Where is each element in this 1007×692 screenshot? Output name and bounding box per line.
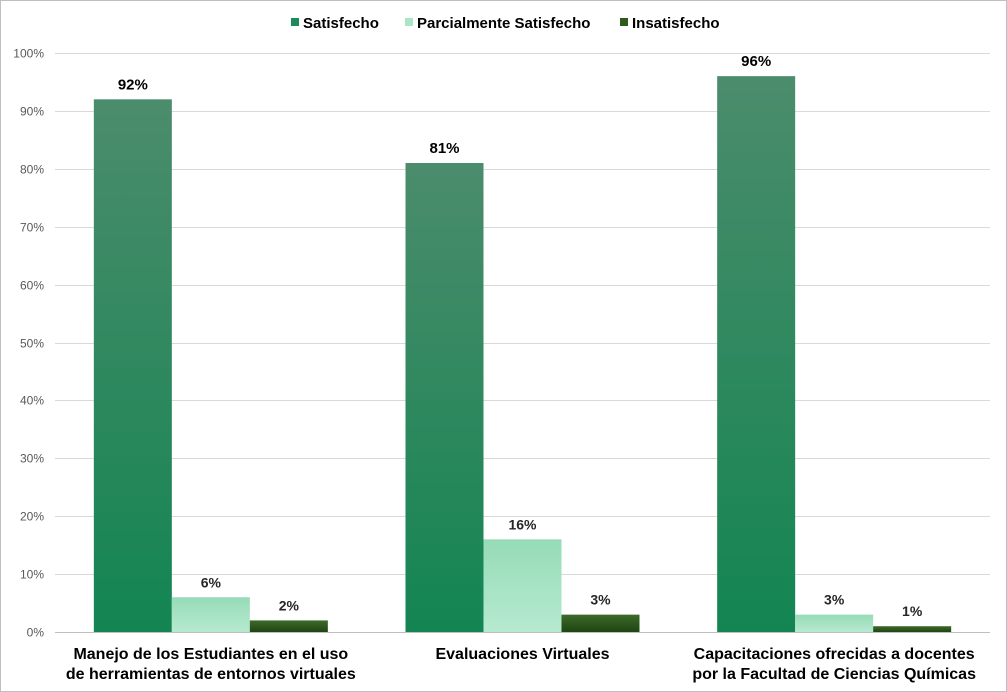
y-tick-label: 20% (20, 510, 44, 524)
y-tick-label: 0% (27, 626, 45, 640)
x-tick-label: Capacitaciones ofrecidas a docentes (694, 646, 975, 663)
legend-label: Parcialmente Satisfecho (417, 15, 590, 32)
y-tick-label: 50% (20, 337, 44, 351)
data-label: 81% (429, 140, 459, 157)
x-tick-label: por la Facultad de Ciencias Químicas (692, 666, 976, 683)
bar-2-2 (483, 539, 562, 632)
x-tick-label: Evaluaciones Virtuales (435, 646, 609, 663)
legend-label: Satisfecho (303, 15, 379, 32)
bar-3-1 (717, 76, 796, 632)
bar-1-3 (249, 620, 328, 632)
y-tick-label: 10% (20, 568, 44, 582)
data-label: 92% (118, 76, 148, 93)
legend-swatch (620, 18, 628, 26)
y-tick-label: 30% (20, 452, 44, 466)
bar-1-1 (93, 99, 172, 632)
y-axis: 0% 10% 20% 30% 40% 50% 60% 70% 80% 90% 100% (13, 47, 44, 640)
bar-2-1 (405, 163, 484, 632)
x-axis: Manejo de los Estudiantes en el uso de he… (66, 646, 976, 683)
data-label: 3% (590, 592, 611, 608)
y-tick-label: 40% (20, 394, 44, 408)
data-label: 96% (741, 53, 771, 70)
data-label: 6% (201, 574, 222, 590)
data-label: 2% (279, 597, 300, 613)
bar-2-3 (561, 614, 640, 632)
y-tick-label: 60% (20, 279, 44, 293)
y-tick-label: 100% (13, 47, 44, 61)
legend: Satisfecho Parcialmente Satisfecho Insatis… (291, 15, 720, 32)
bars (93, 76, 952, 632)
legend-swatch (405, 18, 413, 26)
legend-swatch (291, 18, 299, 26)
x-tick-label: Manejo de los Estudiantes en el uso (73, 646, 348, 663)
bar-3-3 (873, 626, 952, 632)
data-label: 3% (824, 592, 845, 608)
legend-label: Insatisfecho (632, 15, 720, 32)
bar-1-2 (171, 597, 250, 632)
data-label: 16% (508, 516, 537, 532)
bar-3-2 (795, 614, 874, 632)
data-label: 1% (902, 603, 923, 619)
data-labels: 92% 6% 2% 81% 16% 3% 96% 3% 1% (118, 53, 923, 619)
y-tick-label: 90% (20, 105, 44, 119)
y-tick-label: 70% (20, 221, 44, 235)
y-tick-label: 80% (20, 163, 44, 177)
gridlines (55, 53, 990, 633)
x-tick-label: de herramientas de entornos virtuales (66, 666, 356, 683)
